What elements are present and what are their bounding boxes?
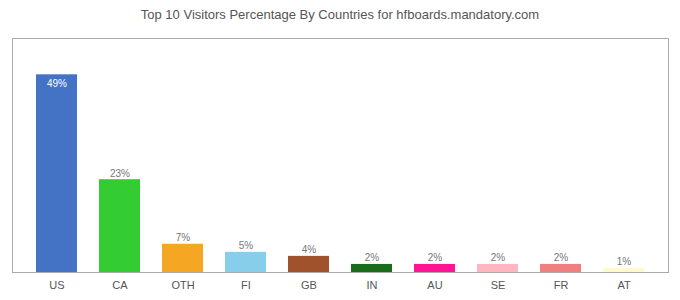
html-text:Top 10 Visitors Percentage By: Top 10 Visitors Percentage By Countries …: [140, 7, 540, 22]
svg-text:AT: AT: [617, 279, 631, 291]
svg-text:4%: 4%: [302, 244, 317, 255]
svg-text:23%: 23%: [110, 168, 130, 179]
svg-text:FR: FR: [554, 279, 569, 291]
svg-text:5%: 5%: [239, 240, 254, 251]
svg-text:7%: 7%: [176, 232, 191, 243]
svg-text:AU: AU: [427, 279, 442, 291]
svg-text:GB: GB: [301, 279, 317, 291]
svg-text:CA: CA: [112, 279, 128, 291]
svg-text:2%: 2%: [491, 252, 506, 263]
svg-text:2%: 2%: [554, 252, 569, 263]
svg-text:49%: 49%: [47, 78, 67, 89]
svg-text:US: US: [49, 279, 64, 291]
svg-text:1%: 1%: [617, 256, 632, 267]
svg-text:IN: IN: [367, 279, 378, 291]
svg-text:SE: SE: [491, 279, 506, 291]
svg-text:2%: 2%: [365, 252, 380, 263]
svg-text:OTH: OTH: [171, 279, 194, 291]
svg-text:2%: 2%: [428, 252, 443, 263]
svg-text:FI: FI: [241, 279, 251, 291]
